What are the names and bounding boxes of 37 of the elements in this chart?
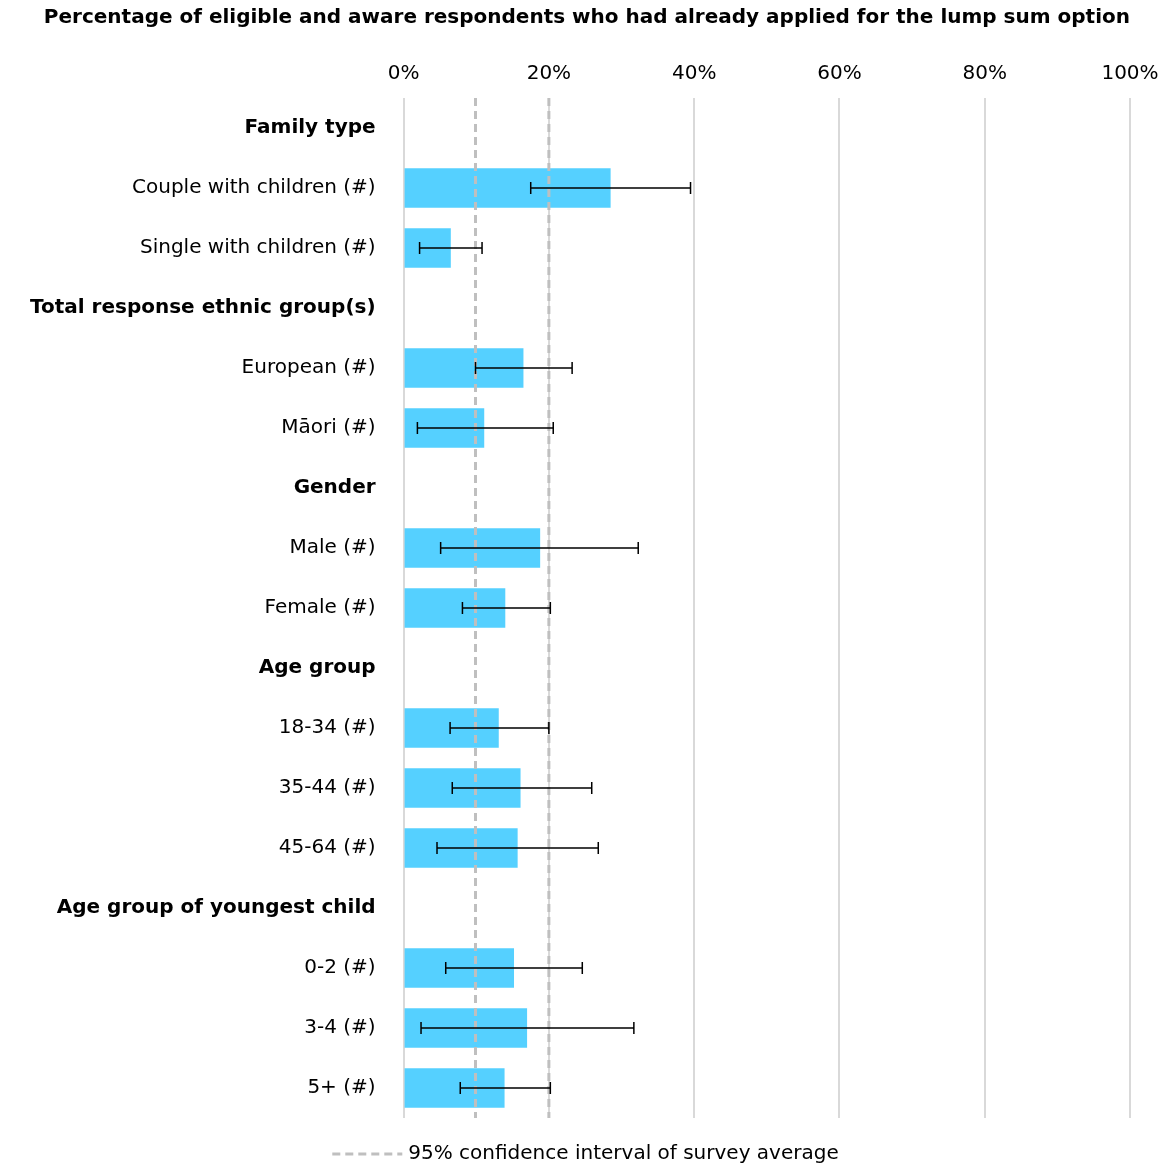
bar [404,708,499,748]
chart-title: Percentage of eligible and aware respondents who had already applied for the lump sum option [43,4,1130,29]
bar [404,228,451,268]
bar [404,168,611,208]
bar [404,528,541,568]
y-tick-label: 3-4 (#) [304,1014,376,1039]
y-tick-label: Age group of youngest child [56,894,376,919]
legend-label: 95% confidence interval of survey average [408,1140,839,1165]
y-tick-label: Single with children (#) [139,234,376,259]
y-tick-label: 0-2 (#) [304,954,376,979]
y-tick-label: Total response ethnic group(s) [29,294,376,319]
bar [404,588,506,628]
bar [404,768,521,808]
y-tick-label: Couple with children (#) [132,174,376,199]
y-tick-label: 18-34 (#) [278,714,376,739]
y-tick-label: 35-44 (#) [278,774,376,799]
x-tick-label: 0% [387,60,420,85]
x-tick-label: 40% [671,60,717,85]
y-tick-label: Family type [244,114,376,139]
x-tick-label: 20% [526,60,572,85]
y-tick-label: Age group [258,654,376,679]
y-tick-label: 45-64 (#) [278,834,376,859]
bar [404,1068,505,1108]
bar [404,348,524,388]
y-tick-label: Male (#) [289,534,376,559]
bar [404,828,518,868]
bar [404,1008,528,1048]
x-tick-label: 80% [962,60,1007,85]
x-tick-label: 100% [1101,60,1159,85]
y-tick-label: Female (#) [264,594,376,619]
y-tick-label: Māori (#) [281,414,376,439]
y-tick-label: 5+ (#) [307,1074,376,1099]
bar [404,948,515,988]
x-tick-label: 60% [817,60,862,85]
y-tick-label: European (#) [241,354,376,379]
y-tick-label: Gender [293,474,376,499]
bar [404,408,485,448]
